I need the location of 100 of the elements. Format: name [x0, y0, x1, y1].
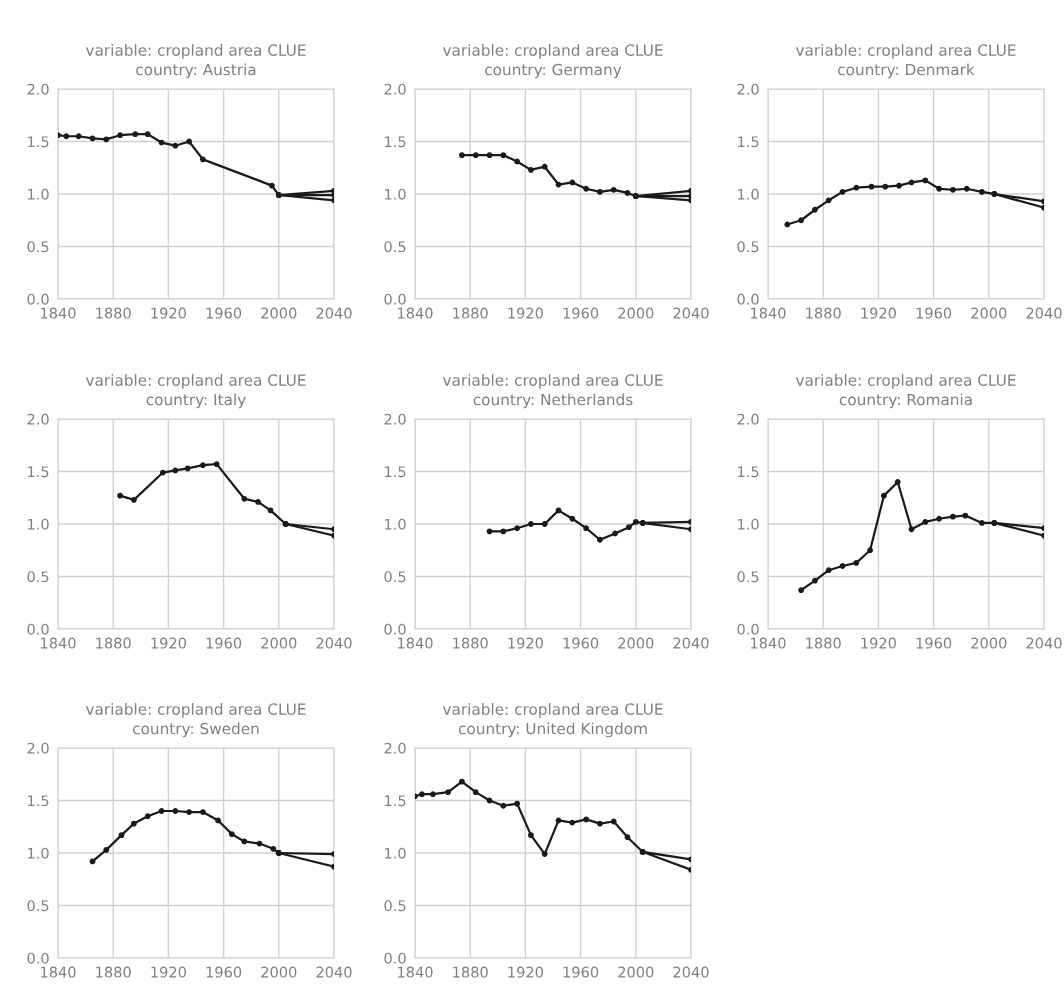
- y-tick-label: 1.0: [738, 188, 759, 200]
- y-tick-label: 1.5: [28, 136, 49, 148]
- chart-title: variable: cropland area CLUE: [85, 374, 306, 389]
- y-tick-label: 0.0: [27, 293, 49, 305]
- chart-subtitle: country: United Kingdom: [458, 722, 647, 738]
- x-tick-label: 1920: [861, 637, 896, 649]
- x-tick-label: 1880: [453, 637, 488, 649]
- x-tick-label: 1840: [41, 966, 76, 978]
- x-tick-label: 1920: [508, 966, 543, 978]
- y-tick-label: 1.0: [738, 518, 759, 530]
- chart-subtitle: country: Sweden: [132, 722, 259, 738]
- y-tick-label: 2.0: [384, 413, 406, 425]
- x-tick-label: 1880: [806, 307, 841, 319]
- x-tick-label: 1880: [96, 307, 131, 319]
- y-tick-label: 1.5: [738, 466, 759, 478]
- x-tick-label: 2000: [261, 637, 297, 649]
- chart-title: variable: cropland area CLUE: [442, 703, 663, 718]
- y-tick-label: 0.0: [384, 623, 406, 635]
- y-tick-label: 1.5: [385, 795, 406, 807]
- y-tick-label: 0.0: [737, 293, 759, 305]
- chart-subtitle: country: Italy: [146, 393, 246, 409]
- y-tick-label: 1.5: [28, 795, 49, 807]
- x-tick-label: 1840: [41, 637, 76, 649]
- x-tick-label: 2040: [316, 637, 352, 649]
- y-tick-label: 0.5: [384, 241, 406, 253]
- y-tick-label: 0.5: [737, 571, 759, 583]
- y-tick-label: 0.5: [384, 571, 406, 583]
- y-tick-label: 2.0: [384, 83, 406, 95]
- chart-subtitle: country: Romania: [839, 393, 972, 409]
- x-tick-label: 1960: [563, 966, 599, 978]
- y-tick-label: 1.0: [28, 188, 49, 200]
- y-tick-label: 0.5: [737, 241, 759, 253]
- y-tick-label: 1.0: [28, 847, 49, 859]
- x-tick-label: 1840: [398, 307, 433, 319]
- x-tick-label: 1960: [563, 307, 599, 319]
- x-tick-label: 2040: [673, 307, 709, 319]
- x-tick-label: 1960: [916, 307, 952, 319]
- y-tick-label: 1.5: [385, 136, 406, 148]
- x-tick-label: 2000: [618, 637, 654, 649]
- chart-subtitle: country: Austria: [136, 63, 256, 79]
- x-tick-label: 1960: [206, 307, 242, 319]
- chart-title: variable: cropland area CLUE: [795, 374, 1016, 389]
- chart-title: variable: cropland area CLUE: [442, 44, 663, 59]
- y-tick-label: 0.5: [27, 241, 49, 253]
- x-tick-label: 2000: [971, 307, 1007, 319]
- x-tick-label: 1920: [151, 637, 186, 649]
- x-tick-label: 2000: [618, 966, 654, 978]
- chart-title: variable: cropland area CLUE: [442, 374, 663, 389]
- y-tick-label: 1.0: [385, 847, 406, 859]
- x-tick-label: 1920: [861, 307, 896, 319]
- y-tick-label: 0.0: [737, 623, 759, 635]
- x-tick-label: 2040: [673, 637, 709, 649]
- x-tick-label: 1920: [508, 307, 543, 319]
- y-tick-label: 0.0: [27, 952, 49, 964]
- x-tick-label: 1880: [96, 637, 131, 649]
- chart-subtitle: country: Netherlands: [473, 393, 633, 409]
- chart-title: variable: cropland area CLUE: [85, 703, 306, 718]
- x-tick-label: 1880: [453, 307, 488, 319]
- y-tick-label: 2.0: [27, 83, 49, 95]
- x-tick-label: 2040: [673, 966, 709, 978]
- x-tick-label: 1840: [398, 637, 433, 649]
- x-tick-label: 1840: [751, 637, 786, 649]
- chart-title: variable: cropland area CLUE: [85, 44, 306, 59]
- y-tick-label: 0.0: [384, 293, 406, 305]
- x-tick-label: 1920: [151, 307, 186, 319]
- x-tick-label: 1880: [806, 637, 841, 649]
- chart-title: variable: cropland area CLUE: [795, 44, 1016, 59]
- y-tick-label: 1.0: [385, 188, 406, 200]
- chart-subtitle: country: Denmark: [838, 63, 975, 79]
- y-tick-label: 2.0: [384, 742, 406, 754]
- y-tick-label: 1.0: [385, 518, 406, 530]
- x-tick-label: 1960: [206, 966, 242, 978]
- y-tick-label: 1.5: [385, 466, 406, 478]
- y-tick-label: 2.0: [737, 83, 759, 95]
- x-tick-label: 2000: [261, 966, 297, 978]
- x-tick-label: 1920: [508, 637, 543, 649]
- x-tick-label: 1840: [41, 307, 76, 319]
- y-tick-label: 0.0: [27, 623, 49, 635]
- x-tick-label: 2000: [618, 307, 654, 319]
- y-tick-label: 2.0: [27, 413, 49, 425]
- x-tick-label: 1880: [96, 966, 131, 978]
- y-tick-label: 0.5: [384, 900, 406, 912]
- y-tick-label: 1.0: [28, 518, 49, 530]
- x-tick-label: 1960: [206, 637, 242, 649]
- y-tick-label: 1.5: [738, 136, 759, 148]
- x-tick-label: 2040: [316, 307, 352, 319]
- y-tick-label: 0.5: [27, 571, 49, 583]
- x-tick-label: 1840: [751, 307, 786, 319]
- x-tick-label: 1960: [916, 637, 952, 649]
- y-tick-label: 0.5: [27, 900, 49, 912]
- x-tick-label: 1880: [453, 966, 488, 978]
- x-tick-label: 1960: [563, 637, 599, 649]
- y-tick-label: 0.0: [384, 952, 406, 964]
- y-tick-label: 1.5: [28, 466, 49, 478]
- x-tick-label: 2040: [316, 966, 352, 978]
- x-tick-label: 2040: [1026, 307, 1062, 319]
- x-tick-label: 2040: [1026, 637, 1062, 649]
- x-tick-label: 1920: [151, 966, 186, 978]
- x-tick-label: 1840: [398, 966, 433, 978]
- chart-subtitle: country: Germany: [485, 63, 622, 79]
